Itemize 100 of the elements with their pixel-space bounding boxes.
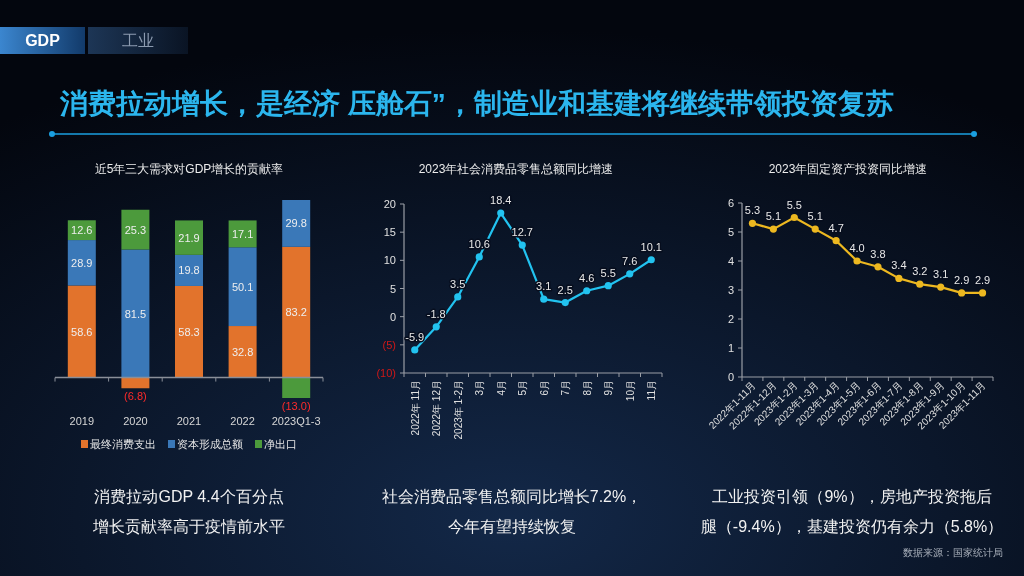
data-label: 18.4 (490, 194, 512, 207)
point (583, 287, 591, 295)
data-label: 58.3 (178, 325, 200, 338)
x-tick-label: 9月 (603, 380, 615, 396)
data-label: 12.6 (71, 224, 93, 237)
point (540, 295, 548, 303)
point (811, 225, 819, 233)
x-tick-label: 7月 (560, 380, 572, 396)
x-tick-label: 2023年 1-2月 (452, 380, 464, 440)
data-label: 4.6 (579, 271, 595, 284)
text: 腿（-9.4%），基建投资仍有余力（5.8%） (700, 518, 1004, 535)
legend-label: 净出口 (264, 438, 297, 450)
bar (228, 247, 257, 327)
bar (67, 240, 96, 286)
x-tick-label: 10月 (624, 380, 636, 402)
data-label: 7.6 (622, 254, 638, 267)
data-label: (13.0) (281, 400, 311, 412)
y-tick-label: 0 (727, 371, 734, 383)
x-tick-label: 2020 (123, 415, 148, 427)
bar (282, 200, 311, 247)
point (958, 289, 966, 297)
x-tick-label: 11月 (646, 380, 658, 401)
data-label: -5.9 (405, 330, 425, 343)
point (626, 270, 634, 278)
bar (67, 285, 96, 378)
point (497, 209, 505, 217)
data-label: (6.8) (124, 390, 147, 403)
data-label: 5.1 (807, 210, 823, 223)
text: 工业 (122, 32, 154, 49)
data-label: 58.6 (71, 325, 93, 338)
bar (175, 220, 203, 255)
y-tick-label: 20 (383, 198, 396, 210)
y-tick-label: 5 (727, 226, 734, 238)
x-tick-label: 2022 (230, 415, 255, 427)
data-label: 29.8 (285, 217, 307, 230)
y-tick-label: 10 (383, 254, 396, 267)
data-label: 3.2 (912, 265, 928, 278)
point (518, 241, 526, 249)
bar (121, 249, 150, 378)
data-label: 28.9 (71, 256, 93, 269)
point (978, 289, 987, 297)
data-label: 5.5 (786, 198, 802, 211)
data-label: 5.5 (600, 266, 616, 279)
data-label: -1.8 (426, 307, 446, 320)
x-tick-label: 2022年 12月 (431, 380, 443, 437)
point (769, 225, 777, 233)
legend-label: 最终消费支出 (90, 438, 156, 450)
point (748, 219, 757, 227)
y-tick-label: 5 (389, 282, 396, 295)
y-tick-label: 6 (727, 197, 734, 209)
data-label: 21.9 (178, 231, 200, 244)
point (895, 274, 903, 282)
point (790, 213, 798, 222)
point (647, 256, 655, 264)
point (432, 323, 440, 331)
bar (175, 285, 203, 378)
data-label: 25.3 (124, 223, 147, 236)
data-label: 32.8 (231, 345, 254, 358)
y-tick-label: 2 (727, 313, 734, 325)
chart-title: 近5年三大需求对GDP增长的贡献率 (94, 162, 284, 176)
point (561, 298, 569, 307)
data-label: 3.8 (870, 247, 886, 260)
point (604, 282, 612, 290)
y-tick-label: (5) (382, 338, 396, 351)
bar (282, 246, 311, 378)
y-tick-label: 3 (727, 284, 734, 296)
x-tick-label: 3月 (474, 380, 486, 396)
data-label: 5.3 (744, 204, 761, 217)
text: 消费拉动增长，是经济 压舱石”，制造业和基建将继续带领投资复苏 (59, 88, 894, 119)
data-label: 4.7 (828, 221, 844, 234)
y-tick-label: 15 (383, 226, 396, 239)
chart-title: 2023年社会消费品零售总额同比增速 (418, 162, 614, 176)
data-label: 2.5 (557, 283, 573, 296)
x-tick-label: 2023Q1-3 (271, 415, 321, 427)
y-tick-label: (10) (376, 367, 396, 379)
point (454, 293, 462, 301)
data-label: 81.5 (124, 307, 147, 320)
text: 消费拉动GDP 4.4个百分点 (94, 488, 284, 505)
data-label: 83.2 (285, 306, 307, 319)
text: 社会消费品零售总额同比增长7.2%， (381, 488, 643, 505)
x-tick-label: 4月 (495, 380, 507, 396)
x-tick-label: 2022年 11月 (409, 380, 421, 436)
data-label: 10.1 (640, 240, 662, 253)
data-label: 17.1 (231, 227, 254, 240)
x-tick-label: 8月 (581, 380, 593, 396)
point (937, 283, 945, 291)
data-label: 4.0 (849, 242, 865, 254)
data-label: 50.1 (231, 280, 254, 293)
bar (282, 377, 311, 398)
data-label: 2.9 (974, 273, 991, 286)
point (475, 253, 483, 261)
chart-title: 2023年固定资产投资同比增速 (768, 162, 928, 176)
x-tick-label: 2021 (176, 415, 202, 427)
data-label: 5.1 (765, 210, 782, 223)
data-label: 3.5 (450, 277, 466, 290)
y-tick-label: 4 (727, 255, 734, 267)
data-label: 3.1 (933, 268, 949, 281)
x-tick-label: 2019 (69, 415, 95, 427)
bar (228, 220, 257, 248)
y-tick-label: 1 (727, 342, 734, 354)
